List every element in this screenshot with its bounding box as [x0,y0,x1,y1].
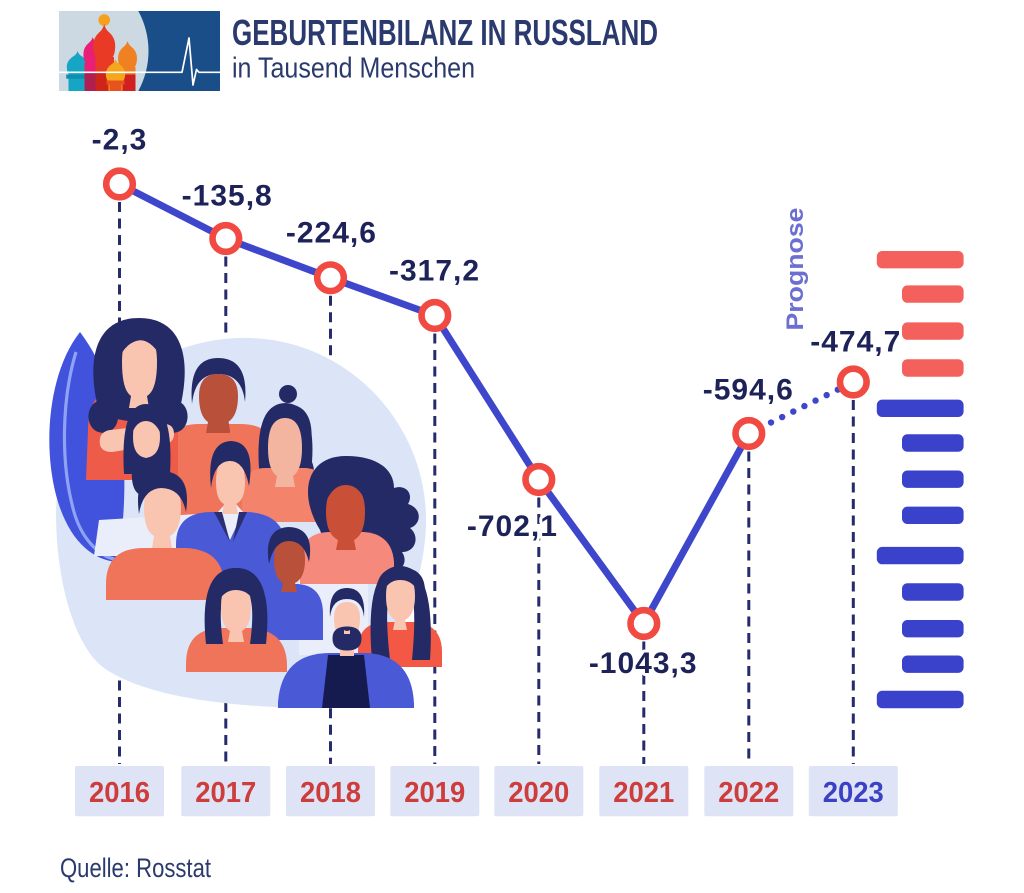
svg-text:2022: 2022 [718,777,779,809]
svg-text:-317,2: -317,2 [389,255,480,288]
svg-text:2023: 2023 [823,777,884,809]
svg-text:Quelle: Rosstat: Quelle: Rosstat [60,853,211,883]
svg-text:-2,3: -2,3 [92,124,148,157]
svg-text:-474,7: -474,7 [810,326,901,359]
svg-text:2019: 2019 [404,777,465,809]
svg-text:-594,6: -594,6 [703,374,794,407]
svg-text:in Tausend Menschen: in Tausend Menschen [232,53,475,85]
svg-text:-224,6: -224,6 [286,217,377,250]
svg-text:2016: 2016 [89,777,150,809]
svg-text:2018: 2018 [300,777,361,809]
svg-text:2017: 2017 [195,777,256,809]
svg-text:-1043,3: -1043,3 [589,647,698,680]
svg-text:-135,8: -135,8 [182,180,273,213]
svg-text:Prognose: Prognose [782,208,809,331]
svg-text:GEBURTENBILANZ IN RUSSLAND: GEBURTENBILANZ IN RUSSLAND [232,12,658,53]
svg-text:2021: 2021 [613,777,674,809]
svg-text:-702,1: -702,1 [467,510,558,543]
svg-text:2020: 2020 [508,777,569,809]
